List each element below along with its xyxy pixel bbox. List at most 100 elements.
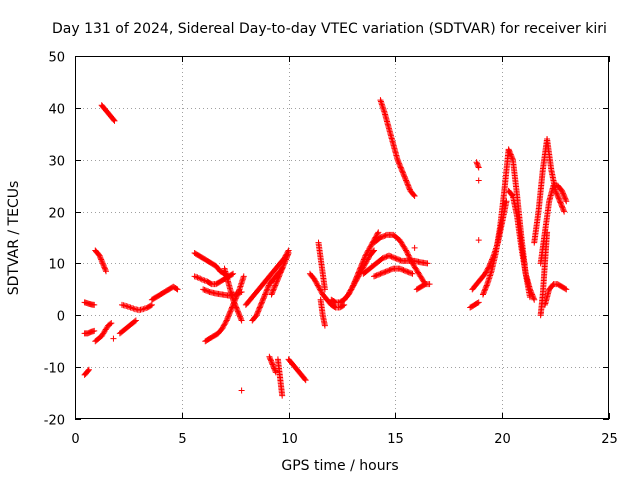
data-point xyxy=(99,259,106,266)
data-point xyxy=(529,291,536,298)
data-point xyxy=(411,193,418,200)
data-point xyxy=(279,264,286,271)
data-point xyxy=(98,256,105,263)
data-point xyxy=(395,159,402,166)
data-point xyxy=(395,158,402,165)
data-point xyxy=(559,189,566,196)
data-point xyxy=(481,287,488,294)
data-point xyxy=(108,320,115,327)
data-point xyxy=(275,274,282,281)
data-point xyxy=(474,160,481,167)
data-point xyxy=(397,266,404,273)
data-point xyxy=(227,308,234,315)
data-point xyxy=(366,244,373,251)
data-point xyxy=(400,170,407,177)
data-point xyxy=(148,301,155,308)
data-point xyxy=(270,287,277,294)
data-point xyxy=(267,356,274,363)
data-point xyxy=(259,298,266,305)
y-tick-label: -10 xyxy=(44,362,65,377)
data-point xyxy=(261,294,268,301)
data-point xyxy=(396,256,403,263)
y-tick-label: 30 xyxy=(48,155,65,170)
data-point xyxy=(355,269,362,276)
data-point xyxy=(261,292,268,299)
data-point xyxy=(279,392,286,399)
data-point xyxy=(272,282,279,289)
data-point xyxy=(394,256,401,263)
data-point xyxy=(406,269,413,276)
grid-lines xyxy=(75,56,609,419)
data-point xyxy=(410,191,417,198)
data-point xyxy=(282,256,289,263)
data-point xyxy=(408,259,415,266)
data-point xyxy=(220,323,227,330)
data-point xyxy=(202,287,209,294)
data-point xyxy=(201,277,208,284)
data-point xyxy=(234,290,241,297)
data-point xyxy=(270,362,277,369)
data-point xyxy=(475,237,482,244)
data-point xyxy=(269,290,276,297)
data-point xyxy=(269,288,276,295)
data-point xyxy=(272,369,279,376)
data-point xyxy=(273,279,280,286)
data-point xyxy=(405,251,412,258)
data-point xyxy=(257,303,264,310)
data-point xyxy=(397,164,404,171)
data-point xyxy=(101,264,108,271)
data-point xyxy=(313,279,320,286)
data-point xyxy=(193,273,200,280)
data-point xyxy=(147,302,154,309)
data-point xyxy=(560,207,567,214)
data-point xyxy=(474,299,481,306)
data-point xyxy=(505,146,512,153)
data-point xyxy=(561,193,568,200)
data-point xyxy=(231,300,238,307)
data-point xyxy=(397,257,404,264)
data-point xyxy=(367,243,374,250)
data-point xyxy=(281,260,288,267)
data-point xyxy=(345,291,352,298)
data-point xyxy=(406,255,413,262)
data-point xyxy=(279,265,286,272)
data-point xyxy=(238,317,245,324)
data-point xyxy=(316,285,323,292)
data-point xyxy=(396,265,403,272)
data-point xyxy=(361,255,368,262)
data-point xyxy=(368,242,375,249)
y-tick-label: 0 xyxy=(57,310,65,325)
data-point xyxy=(406,185,413,192)
data-point xyxy=(403,268,410,275)
data-point xyxy=(277,270,284,277)
data-point xyxy=(530,294,537,301)
data-point xyxy=(123,302,130,309)
x-tick-label: 10 xyxy=(281,432,298,447)
y-tick-label: 40 xyxy=(48,103,65,118)
data-point xyxy=(553,190,560,197)
data-point xyxy=(278,266,285,273)
data-point xyxy=(405,269,412,276)
data-point xyxy=(409,270,416,277)
data-point xyxy=(140,306,147,313)
data-point xyxy=(100,263,107,270)
data-point xyxy=(230,270,237,277)
data-point xyxy=(270,286,277,293)
y-tick-label: 20 xyxy=(48,207,65,222)
data-point xyxy=(405,182,412,189)
data-point xyxy=(403,247,410,254)
data-point xyxy=(388,266,395,273)
data-point xyxy=(411,244,418,251)
data-point xyxy=(402,176,409,183)
data-point xyxy=(274,275,281,282)
data-point xyxy=(141,305,148,312)
data-point xyxy=(408,270,415,277)
data-point xyxy=(174,286,181,293)
data-point xyxy=(555,194,562,201)
data-point xyxy=(508,152,515,159)
data-point xyxy=(318,288,325,295)
data-point xyxy=(280,261,287,268)
data-point xyxy=(509,155,516,162)
data-point xyxy=(255,308,262,315)
data-point xyxy=(283,253,290,260)
